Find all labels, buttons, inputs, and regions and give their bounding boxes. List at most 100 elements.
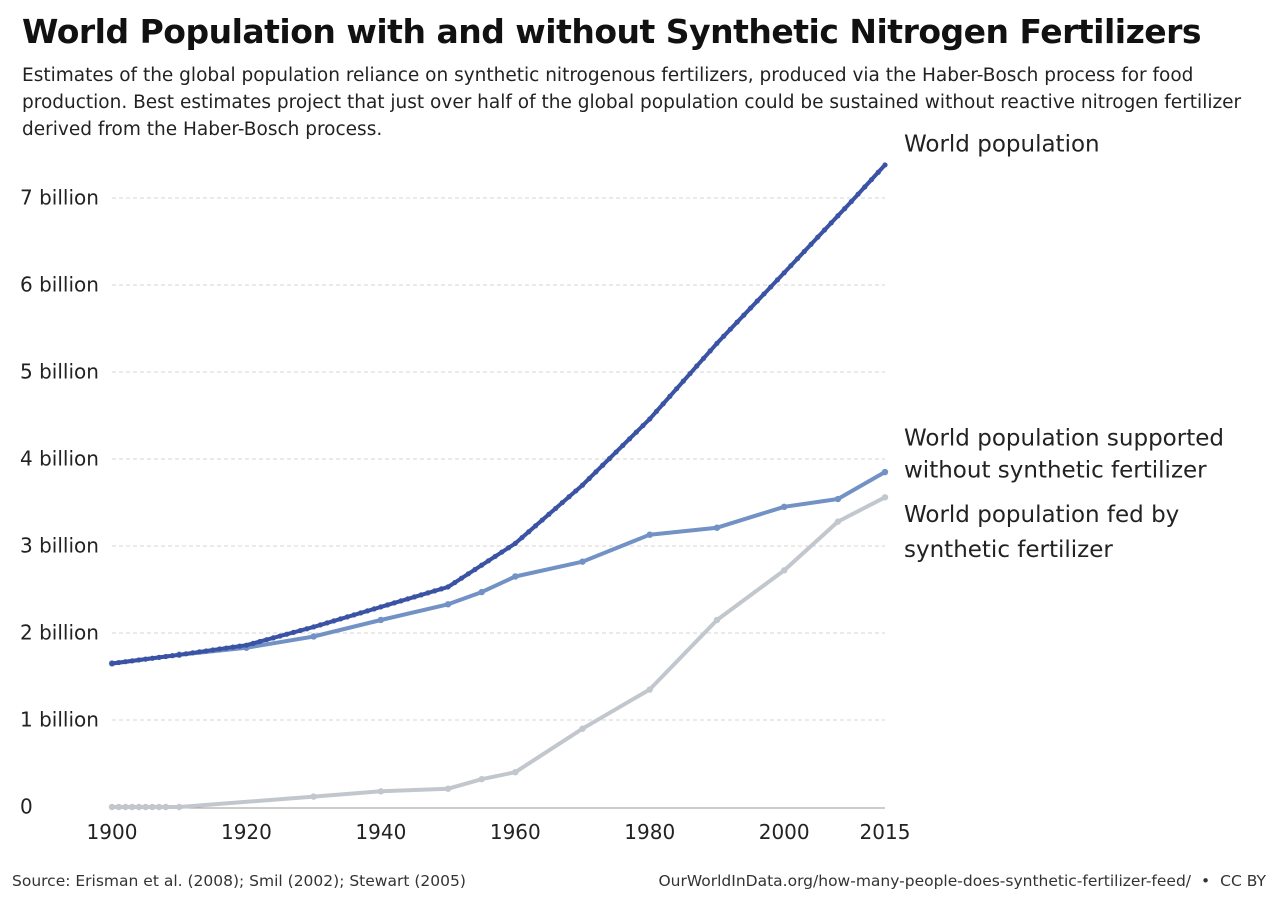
data-point — [855, 191, 861, 197]
data-point — [116, 659, 122, 666]
data-point — [579, 482, 586, 488]
data-point — [310, 633, 317, 640]
data-point — [882, 162, 888, 168]
data-point — [418, 592, 424, 598]
y-tick-label: 6 billion — [20, 273, 99, 297]
data-point — [713, 616, 721, 624]
series-labels: World population World population support… — [904, 131, 1224, 562]
y-tick-label: 4 billion — [20, 447, 99, 471]
license-label[interactable]: CC BY — [1220, 872, 1266, 890]
series-line — [110, 495, 887, 809]
chart-title: World Population with and without Synthe… — [22, 12, 1202, 51]
data-point — [761, 291, 767, 297]
data-point — [875, 169, 881, 175]
data-point — [626, 436, 633, 442]
data-point — [149, 803, 156, 811]
data-point — [579, 558, 586, 565]
data-point — [620, 442, 626, 449]
x-tick-label: 1960 — [490, 820, 541, 844]
data-point — [821, 227, 828, 233]
data-point — [828, 220, 834, 226]
data-point — [391, 600, 397, 606]
data-point — [492, 553, 498, 560]
data-point — [210, 647, 216, 653]
chart-subtitle: Estimates of the global population relia… — [22, 65, 1242, 140]
data-point — [646, 531, 653, 538]
data-point — [122, 803, 129, 811]
x-tick-label: 1920 — [221, 820, 272, 844]
data-point — [768, 284, 774, 290]
data-point — [801, 248, 807, 255]
data-point — [284, 631, 290, 637]
data-point — [646, 686, 653, 693]
data-point — [553, 505, 559, 512]
data-point — [115, 803, 122, 811]
data-point — [452, 579, 458, 586]
data-point — [579, 725, 586, 732]
data-point — [499, 549, 505, 555]
data-point — [795, 255, 801, 262]
data-point — [384, 602, 391, 608]
data-point — [398, 598, 404, 604]
data-point — [411, 594, 418, 600]
data-point — [640, 422, 646, 429]
data-point — [694, 363, 700, 369]
line-chart: 0 1 billion 2 billion 3 billion 4 billion 5 b… — [20, 131, 1224, 844]
data-point — [169, 653, 176, 659]
data-point — [337, 616, 344, 622]
data-point — [458, 575, 465, 581]
data-point — [310, 793, 317, 800]
data-point — [519, 534, 525, 541]
data-point — [546, 511, 552, 517]
y-axis-tick-labels: 0 1 billion 2 billion 3 billion 4 billion 5 b… — [20, 186, 99, 819]
data-point — [472, 566, 478, 573]
data-point — [432, 588, 438, 594]
data-point — [136, 657, 142, 663]
data-point — [834, 495, 842, 503]
data-point — [881, 468, 889, 476]
data-point — [190, 650, 196, 656]
data-point — [378, 604, 384, 610]
data-point — [707, 348, 713, 354]
data-point — [478, 775, 485, 783]
data-point — [156, 654, 162, 660]
data-point — [780, 567, 788, 574]
data-point — [196, 649, 202, 655]
y-tick-label: 2 billion — [20, 621, 99, 645]
data-point — [478, 588, 485, 596]
data-point — [647, 416, 653, 422]
source-note: Source: Erisman et al. (2008); Smil (200… — [12, 872, 466, 890]
series-world-population — [109, 162, 888, 667]
data-point — [109, 660, 115, 667]
data-point — [774, 277, 781, 283]
data-point — [290, 629, 297, 635]
gridlines — [112, 197, 885, 721]
data-point — [788, 263, 794, 269]
data-point — [183, 651, 189, 657]
data-point — [371, 606, 377, 612]
footer-separator: • — [1201, 872, 1211, 890]
y-tick-label: 5 billion — [20, 360, 99, 384]
data-point — [593, 469, 599, 475]
data-point — [237, 643, 243, 649]
data-point — [526, 529, 532, 535]
x-tick-label: 2000 — [759, 820, 810, 844]
data-point — [868, 176, 875, 183]
series-line — [110, 162, 887, 666]
data-point — [405, 596, 411, 602]
y-tick-label: 7 billion — [20, 186, 99, 210]
data-point — [108, 803, 116, 811]
data-point — [277, 633, 283, 639]
data-point — [747, 305, 754, 311]
data-point — [653, 408, 660, 415]
data-point — [559, 499, 565, 506]
series-line — [110, 470, 887, 666]
y-tick-label: 3 billion — [20, 534, 99, 558]
series-label: World population supported — [904, 426, 1224, 452]
data-point — [297, 627, 303, 634]
source-url-link[interactable]: OurWorldInData.org/how-many-people-does-… — [658, 872, 1192, 890]
data-point — [479, 562, 485, 568]
series-label: synthetic fertilizer — [904, 537, 1113, 563]
data-point — [163, 653, 169, 660]
data-point — [223, 645, 229, 651]
